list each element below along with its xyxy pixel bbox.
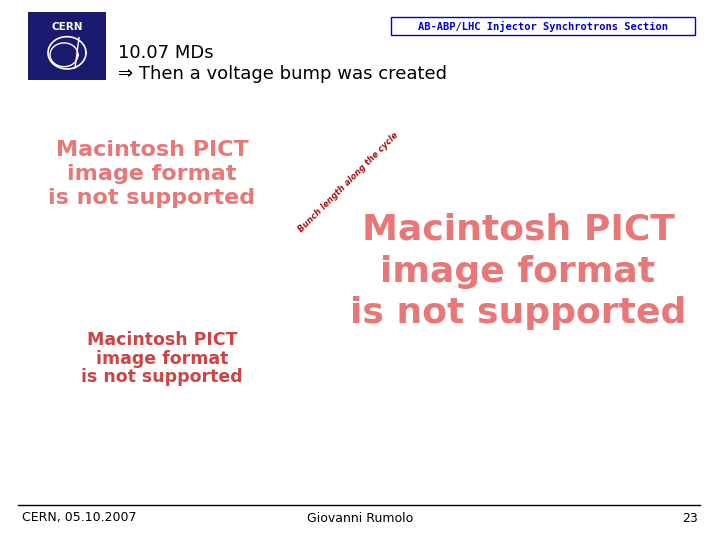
- Text: AB-ABP/LHC Injector Synchrotrons Section: AB-ABP/LHC Injector Synchrotrons Section: [418, 21, 668, 31]
- Text: Giovanni Rumolo: Giovanni Rumolo: [307, 511, 413, 524]
- Text: image format: image format: [96, 350, 228, 368]
- Text: is not supported: is not supported: [350, 296, 686, 330]
- Text: ⇒ Then a voltage bump was created: ⇒ Then a voltage bump was created: [118, 65, 447, 83]
- FancyBboxPatch shape: [391, 17, 695, 35]
- Text: Bunch length along the cycle: Bunch length along the cycle: [297, 130, 400, 234]
- Text: CERN, 05.10.2007: CERN, 05.10.2007: [22, 511, 137, 524]
- Text: 10.07 MDs: 10.07 MDs: [118, 44, 214, 62]
- Text: is not supported: is not supported: [48, 188, 256, 208]
- Text: Macintosh PICT: Macintosh PICT: [86, 331, 238, 349]
- Text: CERN: CERN: [51, 22, 83, 32]
- Text: 23: 23: [683, 511, 698, 524]
- Text: is not supported: is not supported: [81, 368, 243, 387]
- Text: Macintosh PICT: Macintosh PICT: [55, 140, 248, 160]
- Text: Macintosh PICT: Macintosh PICT: [361, 213, 675, 247]
- Text: image format: image format: [67, 164, 237, 184]
- Text: image format: image format: [380, 254, 656, 288]
- FancyBboxPatch shape: [28, 12, 106, 80]
